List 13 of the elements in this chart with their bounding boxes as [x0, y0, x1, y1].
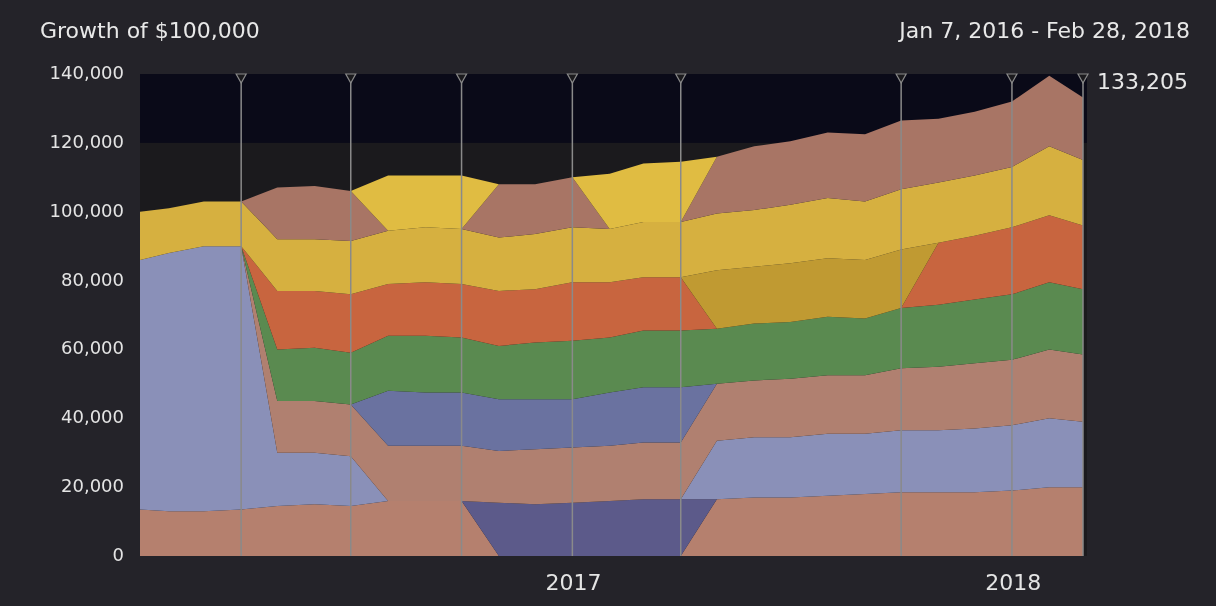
annotation: 133,205 — [1097, 69, 1188, 95]
x-tick-label: 2018 — [985, 570, 1042, 595]
y-tick-label: 0 — [112, 544, 124, 565]
chart-subtitle: Jan 7, 2016 - Feb 28, 2018 — [897, 18, 1190, 43]
y-tick-label: 100,000 — [49, 199, 124, 221]
chart-title: Growth of $100,000 — [40, 18, 260, 43]
y-tick-label: 40,000 — [61, 406, 124, 428]
y-tick-label: 20,000 — [61, 475, 124, 497]
y-tick-label: 140,000 — [49, 62, 124, 83]
y-tick-label: 80,000 — [61, 268, 124, 290]
y-tick-label: 120,000 — [49, 130, 124, 152]
y-tick-label: 60,000 — [61, 337, 124, 359]
x-tick-label: 2017 — [545, 570, 602, 595]
